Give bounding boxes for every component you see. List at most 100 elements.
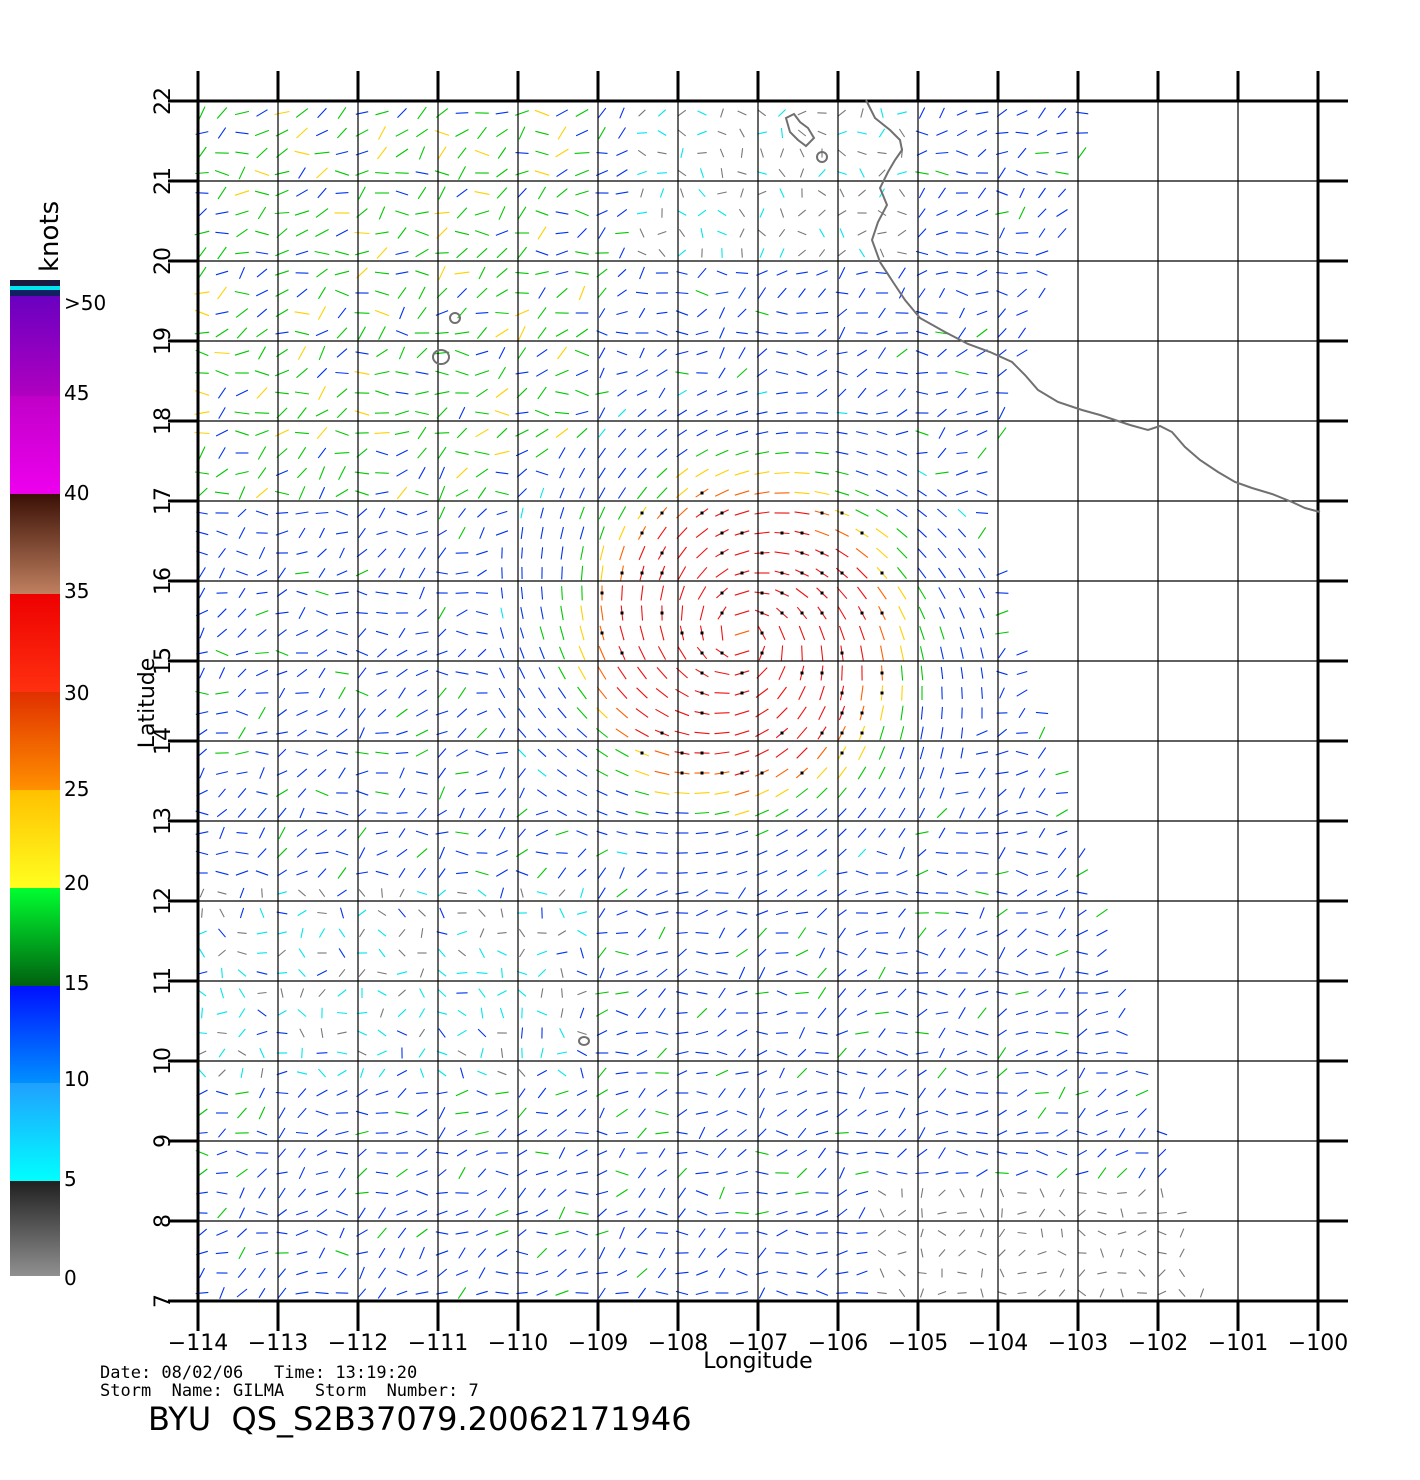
wind-vector bbox=[775, 371, 789, 375]
wind-vector bbox=[359, 727, 365, 739]
wind-vector bbox=[357, 909, 367, 917]
wind-vector bbox=[238, 527, 246, 539]
wind-vector bbox=[316, 710, 328, 716]
wind-vector bbox=[335, 229, 349, 237]
wind-vector bbox=[301, 1047, 303, 1059]
wind-vector bbox=[696, 1071, 708, 1075]
wind-vector bbox=[217, 891, 227, 895]
wind-vector bbox=[616, 1188, 628, 1198]
wind-vector bbox=[697, 110, 707, 116]
wind-vector bbox=[1016, 272, 1028, 274]
wind-vector bbox=[598, 467, 606, 479]
wind-vector bbox=[377, 146, 387, 160]
wind-vector bbox=[716, 270, 728, 276]
wind-vector bbox=[454, 230, 470, 236]
wind-vector bbox=[615, 1291, 629, 1295]
wind-vector bbox=[398, 989, 406, 997]
rain-flag-dot bbox=[880, 691, 884, 695]
wind-vector bbox=[456, 247, 468, 259]
wind-vector bbox=[798, 288, 806, 298]
wind-vector bbox=[295, 511, 309, 515]
wind-vector bbox=[278, 567, 286, 579]
wind-vector bbox=[439, 907, 445, 919]
wind-vector bbox=[316, 829, 328, 837]
wind-vector bbox=[936, 870, 948, 876]
wind-vector bbox=[417, 426, 427, 440]
wind-vector bbox=[837, 848, 847, 858]
wind-vector bbox=[517, 206, 527, 220]
wind-vector bbox=[776, 1271, 788, 1275]
wind-vector bbox=[474, 210, 490, 216]
wind-vector bbox=[940, 747, 944, 759]
wind-vector bbox=[640, 585, 644, 601]
wind-vector bbox=[578, 645, 586, 661]
wind-vector bbox=[734, 810, 750, 816]
wind-vector bbox=[475, 468, 489, 478]
wind-vector bbox=[457, 949, 467, 957]
rain-flag-dot bbox=[720, 611, 724, 615]
wind-vector bbox=[419, 968, 425, 978]
wind-vector bbox=[497, 147, 507, 159]
rain-flag-dot bbox=[760, 651, 764, 655]
wind-vector bbox=[336, 1051, 348, 1055]
rain-flag-dot bbox=[860, 611, 864, 615]
wind-vector bbox=[638, 1208, 646, 1218]
date-time-line: Date: 08/02/06 Time: 13:19:20 bbox=[100, 1363, 417, 1383]
wind-vector bbox=[719, 347, 725, 359]
wind-vector bbox=[879, 1208, 885, 1218]
wind-vector bbox=[615, 331, 629, 335]
wind-vector bbox=[378, 1247, 386, 1259]
wind-vector bbox=[654, 791, 670, 795]
wind-vector bbox=[317, 768, 327, 778]
wind-vector bbox=[935, 471, 949, 475]
wind-vector bbox=[837, 968, 847, 978]
wind-vector bbox=[495, 530, 509, 536]
wind-vector bbox=[354, 231, 370, 235]
wind-vector bbox=[897, 251, 907, 255]
wind-vector bbox=[316, 1208, 328, 1218]
wind-vector bbox=[918, 1127, 926, 1139]
wind-vector bbox=[396, 848, 408, 858]
wind-vector bbox=[238, 486, 246, 500]
wind-vector bbox=[419, 1068, 425, 1078]
wind-vector bbox=[919, 1288, 925, 1298]
wind-vector bbox=[457, 1009, 467, 1017]
wind-vector bbox=[976, 1169, 988, 1177]
wind-vector bbox=[677, 1187, 687, 1199]
wind-vector bbox=[315, 329, 329, 337]
wind-vector bbox=[875, 1092, 889, 1094]
wind-vector bbox=[1158, 1269, 1166, 1277]
rain-flag-dot bbox=[700, 631, 704, 635]
wind-vector bbox=[278, 687, 286, 699]
x-axis-title: Longitude bbox=[703, 1349, 812, 1374]
wind-vector bbox=[494, 410, 510, 416]
wind-vector bbox=[658, 249, 666, 257]
wind-vector bbox=[535, 271, 549, 275]
wind-vector bbox=[656, 968, 668, 978]
wind-vector bbox=[775, 451, 789, 455]
wind-vector bbox=[676, 1108, 688, 1118]
wind-vector bbox=[259, 1047, 265, 1059]
wind-vector bbox=[218, 949, 226, 957]
wind-vector bbox=[216, 1011, 228, 1015]
wind-vector bbox=[238, 266, 246, 280]
wind-vector bbox=[695, 932, 709, 934]
wind-vector bbox=[295, 1229, 309, 1237]
wind-vector bbox=[337, 1011, 347, 1015]
wind-vector bbox=[1015, 1031, 1029, 1035]
latitude-tick-label: 18 bbox=[151, 407, 176, 435]
wind-vector bbox=[539, 646, 545, 660]
wind-vector bbox=[816, 270, 828, 276]
wind-vector bbox=[315, 208, 329, 218]
wind-vector bbox=[839, 228, 845, 238]
wind-vector bbox=[877, 1291, 887, 1295]
wind-vector bbox=[958, 988, 966, 998]
wind-vector bbox=[476, 727, 488, 739]
wind-vector bbox=[261, 888, 263, 898]
wind-vector bbox=[736, 1029, 748, 1037]
wind-vector bbox=[975, 751, 989, 755]
wind-vector bbox=[540, 526, 544, 540]
wind-vector bbox=[855, 890, 869, 896]
wind-vector bbox=[776, 331, 788, 335]
wind-vector bbox=[537, 969, 547, 977]
